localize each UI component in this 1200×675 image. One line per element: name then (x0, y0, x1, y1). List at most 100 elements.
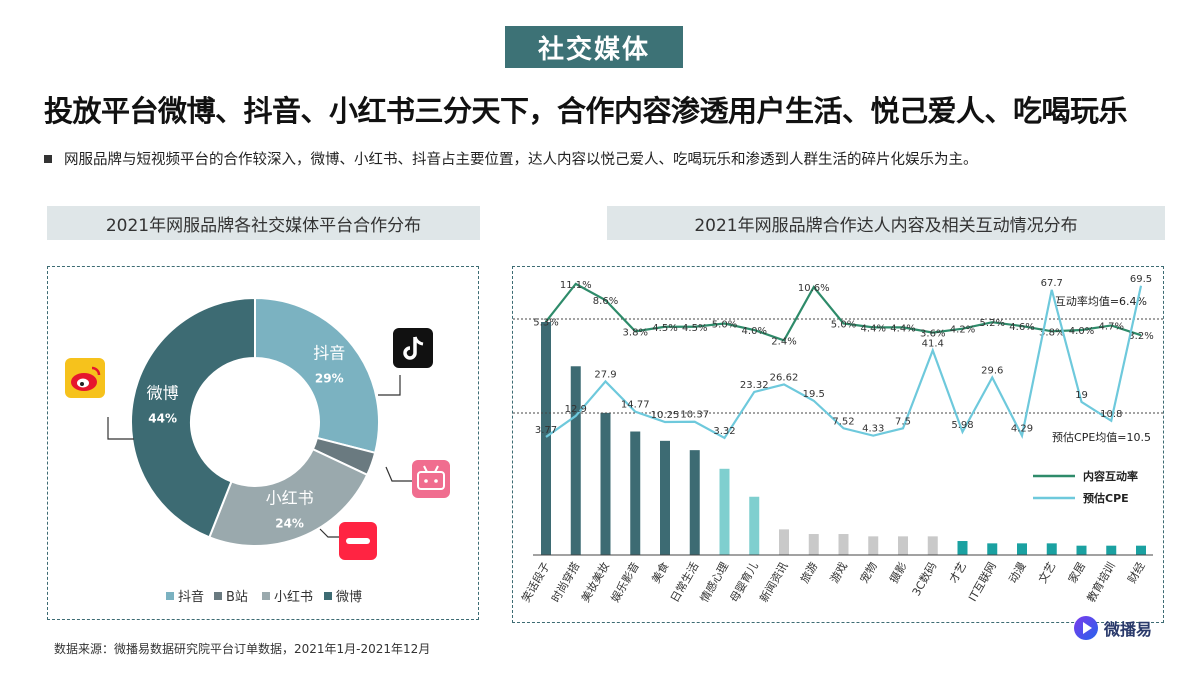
combo-chart-panel: 笑话段子 时尚穿搭 美妆美妆 娱乐影音 美食 日常生活 情感心理 母婴育儿 新闻资讯 旅游 游戏 宠物… (512, 266, 1164, 623)
bar-12 (868, 536, 879, 555)
bar-8 (749, 496, 760, 555)
category-label: 笑话段子 (518, 560, 552, 605)
cpe-label: 3.32 (713, 426, 735, 437)
data-source-note: 数据来源：微播易数据研究院平台订单数据，2021年1月-2021年12月 (54, 642, 431, 656)
section-badge: 社交媒体 (505, 26, 683, 68)
legend-label: 小红书 (274, 589, 313, 605)
cpe-label: 69.5 (1130, 274, 1152, 285)
legend-swatch (262, 592, 270, 600)
cpe-label: 7.52 (832, 416, 854, 427)
interaction-rate-label: 3.8% (623, 327, 648, 338)
bilibili-connector-line (385, 466, 412, 482)
bar-2 (570, 366, 581, 555)
interaction-rate-label: 3.2% (1128, 331, 1153, 342)
category-label: 时尚穿搭 (548, 560, 582, 605)
category-label: 情感心理 (698, 560, 731, 605)
bar-13 (898, 536, 908, 555)
donut-slice-value: 29% (315, 371, 344, 385)
cpe-label: 7.5 (895, 416, 911, 427)
cpe-label: 3.77 (535, 425, 557, 436)
interaction-rate-label: 5.2% (980, 318, 1005, 329)
category-label: 文艺 (1035, 560, 1058, 586)
category-label: 母婴育儿 (727, 560, 761, 605)
donut-slice-1 (254, 296, 380, 455)
interaction-rate-label: 8.6% (593, 296, 618, 307)
cpe-label: 4.33 (862, 424, 884, 435)
interaction-rate-label: 2.4% (771, 336, 796, 347)
category-label: 动漫 (1005, 560, 1028, 586)
brand-logo: 微播易 (1074, 616, 1152, 640)
cpe-label: 67.7 (1041, 278, 1063, 289)
bilibili-icon (412, 460, 450, 498)
page-description: 网服品牌与短视频平台的合作较深入，微博、小红书、抖音占主要位置，达人内容以悦己爱… (44, 148, 978, 169)
cpe-label: 10.8 (1100, 409, 1122, 420)
legend-label: 抖音 (178, 589, 204, 605)
interaction-rate-label: 10.6% (798, 283, 830, 294)
interaction-rate-label: 4.2% (950, 325, 975, 336)
play-logo-icon (1074, 616, 1098, 640)
cpe-label: 10.25 (651, 410, 680, 421)
cpe-label: 12.9 (565, 404, 587, 415)
interaction-rate-label: 4.5% (652, 323, 677, 334)
cpe-label: 41.4 (922, 338, 944, 349)
weibo-icon (65, 358, 105, 398)
interaction-rate-label: 5.3% (533, 318, 558, 329)
cpe-label: 10.37 (680, 410, 709, 421)
donut-slice-name: 小红书 (266, 488, 314, 507)
page-headline: 投放平台微博、抖音、小红书三分天下，合作内容渗透用户生活、悦己爱人、吃喝玩乐 (44, 94, 1128, 128)
interaction-rate-label: 3.8% (1039, 327, 1064, 338)
bar-1 (541, 322, 551, 555)
tiktok-connector-line (378, 375, 401, 396)
cpe-label: 5.98 (951, 420, 973, 431)
cpe-line (545, 285, 1143, 440)
bar-16 (987, 543, 998, 555)
category-label: IT互联网 (966, 560, 999, 604)
category-label: 美妆美妆 (579, 560, 612, 605)
category-label: 日常生活 (667, 560, 701, 605)
bullet-square-icon (44, 155, 52, 163)
cpe-label: 29.6 (981, 366, 1003, 377)
bar-3 (600, 412, 611, 555)
interaction-rate-label: 4.4% (890, 323, 915, 334)
interaction-mean-label: 互动率均值=6.4% (1055, 294, 1147, 308)
bar-17 (1017, 543, 1027, 555)
category-label: 新闻资讯 (756, 560, 790, 605)
category-label: 美食 (648, 560, 671, 586)
xiaohongshu-icon (339, 522, 377, 560)
interaction-rate-label: 11.1% (560, 280, 592, 291)
interaction-rate-label: 4.6% (1009, 322, 1034, 333)
xiaohongshu-connector-line (319, 528, 339, 538)
bar-19 (1076, 545, 1087, 555)
legend-label: 微博 (336, 590, 362, 605)
donut-chart-panel: 抖音 29% 小红书 24% 微博 44% 抖音 B站 小红书 微博 (47, 266, 479, 620)
bar-7 (719, 468, 730, 555)
cpe-label: 23.32 (740, 380, 769, 391)
category-label: 财经 (1124, 560, 1147, 586)
interaction-rate-label: 5.0% (712, 320, 737, 331)
description-text: 网服品牌与短视频平台的合作较深入，微博、小红书、抖音占主要位置，达人内容以悦己爱… (64, 152, 978, 168)
donut-slice-value: 44% (148, 411, 177, 425)
interaction-rate-line (545, 282, 1142, 342)
bar-15 (957, 541, 968, 555)
bar-4 (630, 431, 641, 555)
tiktok-icon (393, 328, 433, 368)
donut-chart-title: 2021年网服品牌各社交媒体平台合作分布 (47, 206, 480, 240)
bar-14 (927, 536, 938, 555)
category-label: 宠物 (857, 560, 880, 586)
category-label: 3C数码 (910, 560, 940, 598)
legend-swatch (166, 592, 174, 600)
donut-slice-4 (130, 296, 256, 539)
donut-slice-name: 微博 (147, 383, 179, 402)
cpe-label: 19.5 (803, 389, 825, 400)
legend-swatch (324, 592, 332, 600)
cpe-label: 19 (1075, 390, 1088, 401)
combo-chart-title: 2021年网服品牌合作达人内容及相关互动情况分布 (607, 206, 1165, 240)
legend-label: 内容互动率 (1083, 469, 1138, 483)
interaction-rate-label: 4.7% (1099, 321, 1124, 332)
bar-5 (660, 440, 670, 555)
bar-18 (1046, 543, 1057, 555)
legend-label: 预估CPE (1083, 491, 1129, 505)
interaction-rate-label: 3.6% (920, 329, 945, 340)
